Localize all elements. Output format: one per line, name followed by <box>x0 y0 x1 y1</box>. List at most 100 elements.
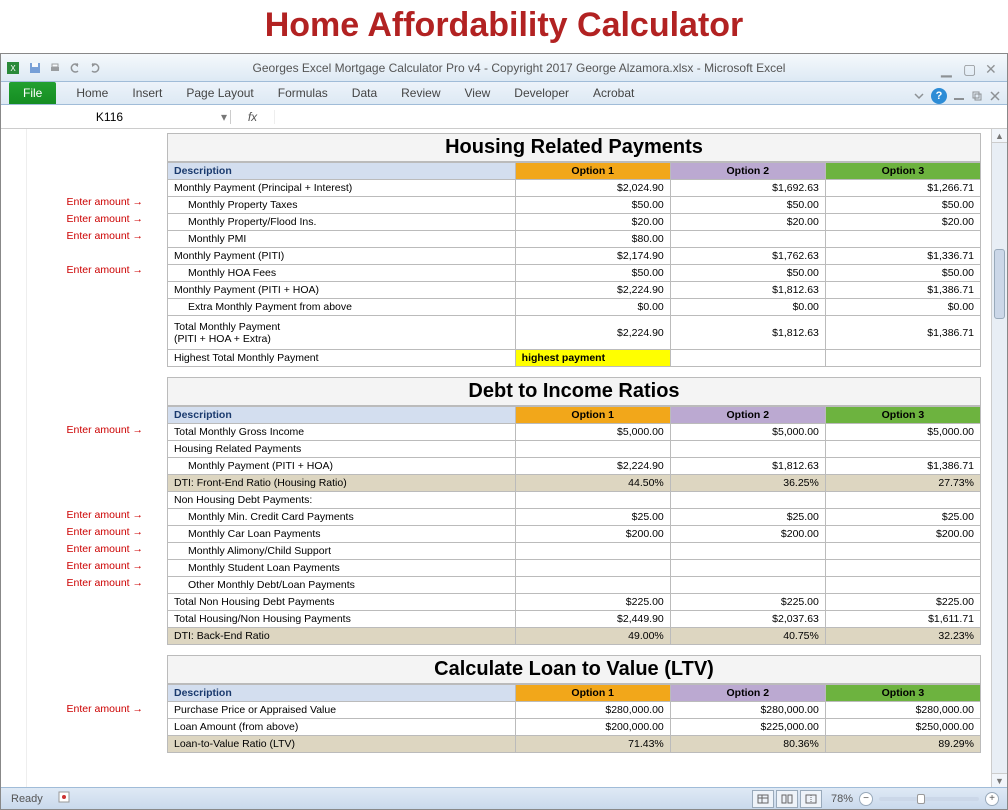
ribbon-tab-home[interactable]: Home <box>64 82 120 104</box>
scroll-up-icon[interactable]: ▲ <box>992 129 1007 143</box>
table-cell[interactable]: $20.00 <box>825 214 980 231</box>
table-cell[interactable]: 32.23% <box>825 628 980 645</box>
ribbon-tab-developer[interactable]: Developer <box>502 82 581 104</box>
view-page-layout-button[interactable] <box>776 790 798 808</box>
table-cell[interactable] <box>670 350 825 367</box>
table-cell[interactable]: $80.00 <box>515 231 670 248</box>
table-cell[interactable]: 44.50% <box>515 475 670 492</box>
table-cell[interactable]: $20.00 <box>670 214 825 231</box>
name-box-dropdown-icon[interactable]: ▾ <box>218 110 230 124</box>
table-cell[interactable]: $1,762.63 <box>670 248 825 265</box>
restore-ribbon-icon[interactable] <box>971 90 983 102</box>
table-cell[interactable]: Monthly Alimony/Child Support <box>168 543 516 560</box>
table-cell[interactable]: $200,000.00 <box>515 719 670 736</box>
table-cell[interactable]: Monthly Property Taxes <box>168 197 516 214</box>
table-cell[interactable]: $25.00 <box>825 509 980 526</box>
save-icon[interactable] <box>27 60 43 76</box>
zoom-slider[interactable] <box>879 797 979 801</box>
table-cell[interactable]: Monthly Student Loan Payments <box>168 560 516 577</box>
table-cell[interactable]: $200.00 <box>515 526 670 543</box>
table-cell[interactable] <box>825 231 980 248</box>
view-normal-button[interactable] <box>752 790 774 808</box>
table-cell[interactable]: Loan-to-Value Ratio (LTV) <box>168 736 516 753</box>
table-cell[interactable] <box>670 441 825 458</box>
zoom-slider-thumb[interactable] <box>917 794 925 804</box>
ribbon-tab-formulas[interactable]: Formulas <box>266 82 340 104</box>
table-cell[interactable]: $5,000.00 <box>515 424 670 441</box>
table-cell[interactable]: $0.00 <box>670 299 825 316</box>
table-cell[interactable]: $50.00 <box>825 197 980 214</box>
table-cell[interactable]: $280,000.00 <box>670 702 825 719</box>
table-cell[interactable]: Monthly Payment (Principal + Interest) <box>168 180 516 197</box>
table-cell[interactable]: $2,024.90 <box>515 180 670 197</box>
view-page-break-button[interactable] <box>800 790 822 808</box>
table-cell[interactable]: 49.00% <box>515 628 670 645</box>
table-cell[interactable]: Highest Total Monthly Payment <box>168 350 516 367</box>
redo-icon[interactable] <box>87 60 103 76</box>
table-cell[interactable]: $250,000.00 <box>825 719 980 736</box>
table-cell[interactable]: Purchase Price or Appraised Value <box>168 702 516 719</box>
table-cell[interactable]: $2,224.90 <box>515 282 670 299</box>
table-cell[interactable]: Other Monthly Debt/Loan Payments <box>168 577 516 594</box>
vertical-scrollbar[interactable]: ▲ ▼ <box>991 129 1007 787</box>
table-cell[interactable]: $50.00 <box>670 265 825 282</box>
table-cell[interactable]: $5,000.00 <box>670 424 825 441</box>
table-cell[interactable] <box>515 560 670 577</box>
table-cell[interactable]: $2,449.90 <box>515 611 670 628</box>
table-cell[interactable] <box>825 560 980 577</box>
table-cell[interactable]: Monthly Min. Credit Card Payments <box>168 509 516 526</box>
scroll-down-icon[interactable]: ▼ <box>992 773 1007 787</box>
table-cell[interactable] <box>670 560 825 577</box>
close-ribbon-icon[interactable] <box>989 90 1001 102</box>
table-cell[interactable] <box>825 350 980 367</box>
ribbon-tab-view[interactable]: View <box>453 82 503 104</box>
table-cell[interactable]: $25.00 <box>515 509 670 526</box>
table-cell[interactable] <box>670 543 825 560</box>
table-cell[interactable]: $1,692.63 <box>670 180 825 197</box>
table-cell[interactable] <box>825 577 980 594</box>
table-cell[interactable]: $1,386.71 <box>825 458 980 475</box>
table-cell[interactable]: $225.00 <box>670 594 825 611</box>
fx-icon[interactable]: fx <box>248 110 257 124</box>
table-cell[interactable]: Housing Related Payments <box>168 441 516 458</box>
undo-icon[interactable] <box>67 60 83 76</box>
table-cell[interactable]: Loan Amount (from above) <box>168 719 516 736</box>
table-cell[interactable]: $0.00 <box>515 299 670 316</box>
table-cell[interactable]: 36.25% <box>670 475 825 492</box>
table-cell[interactable]: Total Non Housing Debt Payments <box>168 594 516 611</box>
table-cell[interactable]: $50.00 <box>825 265 980 282</box>
ribbon-tab-review[interactable]: Review <box>389 82 452 104</box>
table-cell[interactable]: $1,386.71 <box>825 316 980 350</box>
ribbon-tab-insert[interactable]: Insert <box>120 82 174 104</box>
table-cell[interactable] <box>515 492 670 509</box>
table-cell[interactable]: $0.00 <box>825 299 980 316</box>
table-cell[interactable]: 89.29% <box>825 736 980 753</box>
help-icon[interactable]: ? <box>931 88 947 104</box>
table-cell[interactable] <box>515 441 670 458</box>
table-cell[interactable] <box>825 543 980 560</box>
ribbon-tab-page-layout[interactable]: Page Layout <box>174 82 265 104</box>
table-cell[interactable]: $1,386.71 <box>825 282 980 299</box>
table-cell[interactable]: $50.00 <box>515 197 670 214</box>
maximize-icon[interactable]: ▢ <box>963 61 977 75</box>
table-cell[interactable]: $1,266.71 <box>825 180 980 197</box>
table-cell[interactable]: $25.00 <box>670 509 825 526</box>
table-cell[interactable]: Monthly Payment (PITI + HOA) <box>168 282 516 299</box>
table-cell[interactable]: $225.00 <box>825 594 980 611</box>
table-cell[interactable]: Total Housing/Non Housing Payments <box>168 611 516 628</box>
worksheet[interactable]: Enter amount →Enter amount →Enter amount… <box>27 129 991 787</box>
chevron-down-icon[interactable] <box>913 90 925 102</box>
table-cell[interactable] <box>515 543 670 560</box>
table-cell[interactable]: 80.36% <box>670 736 825 753</box>
table-cell[interactable]: $5,000.00 <box>825 424 980 441</box>
table-cell[interactable]: $200.00 <box>670 526 825 543</box>
table-cell[interactable] <box>825 492 980 509</box>
table-cell[interactable]: Monthly Payment (PITI + HOA) <box>168 458 516 475</box>
table-cell[interactable] <box>670 492 825 509</box>
table-cell[interactable]: $1,812.63 <box>670 282 825 299</box>
table-cell[interactable]: $2,224.90 <box>515 316 670 350</box>
table-cell[interactable] <box>670 577 825 594</box>
table-cell[interactable]: Monthly HOA Fees <box>168 265 516 282</box>
table-cell[interactable]: $1,611.71 <box>825 611 980 628</box>
table-cell[interactable]: $1,812.63 <box>670 316 825 350</box>
